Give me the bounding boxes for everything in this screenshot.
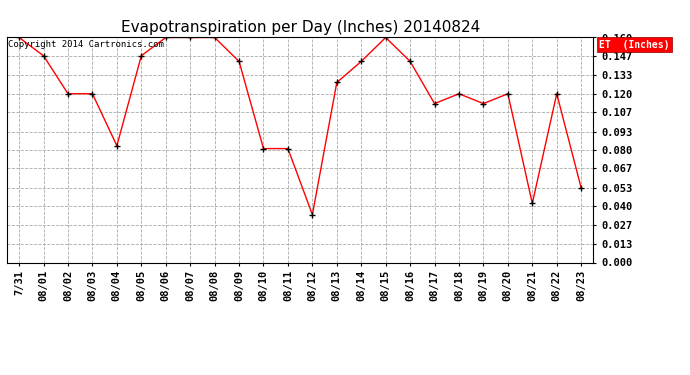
Text: ET  (Inches): ET (Inches) bbox=[599, 40, 670, 50]
Title: Evapotranspiration per Day (Inches) 20140824: Evapotranspiration per Day (Inches) 2014… bbox=[121, 20, 480, 35]
Text: Copyright 2014 Cartronics.com: Copyright 2014 Cartronics.com bbox=[8, 40, 164, 49]
